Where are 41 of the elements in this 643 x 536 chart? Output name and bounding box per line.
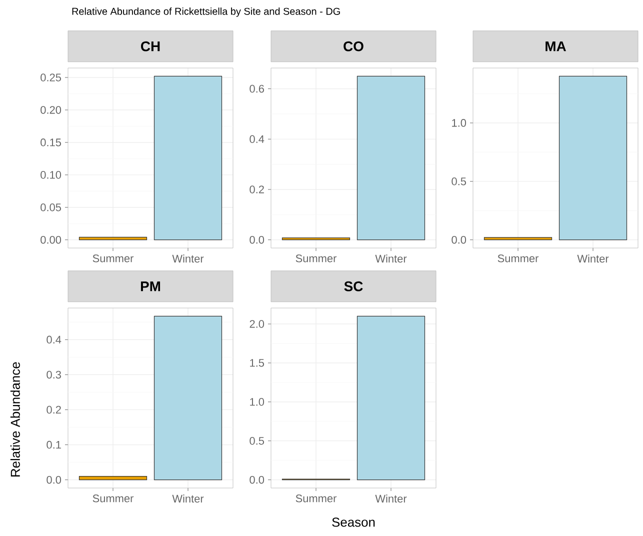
x-tick-label: Winter bbox=[375, 494, 407, 503]
x-tick-label: Winter bbox=[172, 494, 204, 503]
y-tick-label: 0.3 bbox=[46, 370, 61, 379]
chart-title: CO bbox=[344, 41, 364, 52]
x-tick-label: Summer bbox=[92, 494, 134, 502]
chart-title: MA bbox=[546, 42, 566, 52]
y-axis-title: Relative Abundance bbox=[10, 362, 20, 476]
y-tick-label: 0.0 bbox=[250, 236, 264, 244]
y-tick-label: 0.15 bbox=[40, 138, 62, 146]
y-tick-label: 0.20 bbox=[40, 106, 62, 114]
x-tick-label: Winter bbox=[375, 254, 407, 263]
y-tick-label: 0.0 bbox=[452, 236, 466, 244]
chart-title: PM bbox=[140, 282, 160, 292]
y-tick-label: 0.5 bbox=[452, 178, 466, 186]
y-tick-label: 0.05 bbox=[40, 203, 62, 212]
y-tick-label: 0.0 bbox=[46, 476, 62, 484]
chart-title: CH bbox=[141, 41, 160, 52]
x-axis-title: Season bbox=[332, 518, 375, 527]
y-tick-label: 0.2 bbox=[46, 406, 61, 414]
y-tick-label: 2.0 bbox=[250, 320, 264, 328]
y-tick-label: 0.10 bbox=[40, 171, 62, 179]
y-tick-label: 0.1 bbox=[46, 440, 61, 449]
y-tick-label: 1.0 bbox=[250, 398, 264, 406]
x-tick-label: Summer bbox=[296, 494, 337, 502]
x-tick-label: Winter bbox=[577, 254, 609, 263]
y-tick-label: 0.2 bbox=[250, 186, 264, 194]
text: Relative Abundance of Rickettsiella by Site and Season - DG bbox=[72, 8, 340, 17]
y-tick-label: 0.4 bbox=[46, 336, 62, 344]
y-tick-label: 0.0 bbox=[250, 476, 264, 484]
y-tick-label: 0.4 bbox=[250, 135, 264, 143]
y-tick-label: 0.25 bbox=[40, 74, 62, 82]
x-tick-label: Summer bbox=[92, 254, 134, 262]
y-tick-label: 1.5 bbox=[250, 359, 264, 367]
y-tick-label: 1.0 bbox=[452, 119, 466, 127]
y-tick-label: 0.6 bbox=[250, 84, 264, 93]
y-tick-label: 0.00 bbox=[40, 236, 62, 244]
x-tick-label: Winter bbox=[172, 254, 204, 263]
x-tick-label: Summer bbox=[296, 254, 337, 262]
chart-title: SC bbox=[344, 281, 363, 292]
y-tick-label: 0.5 bbox=[250, 436, 264, 445]
x-tick-label: Summer bbox=[498, 254, 539, 262]
